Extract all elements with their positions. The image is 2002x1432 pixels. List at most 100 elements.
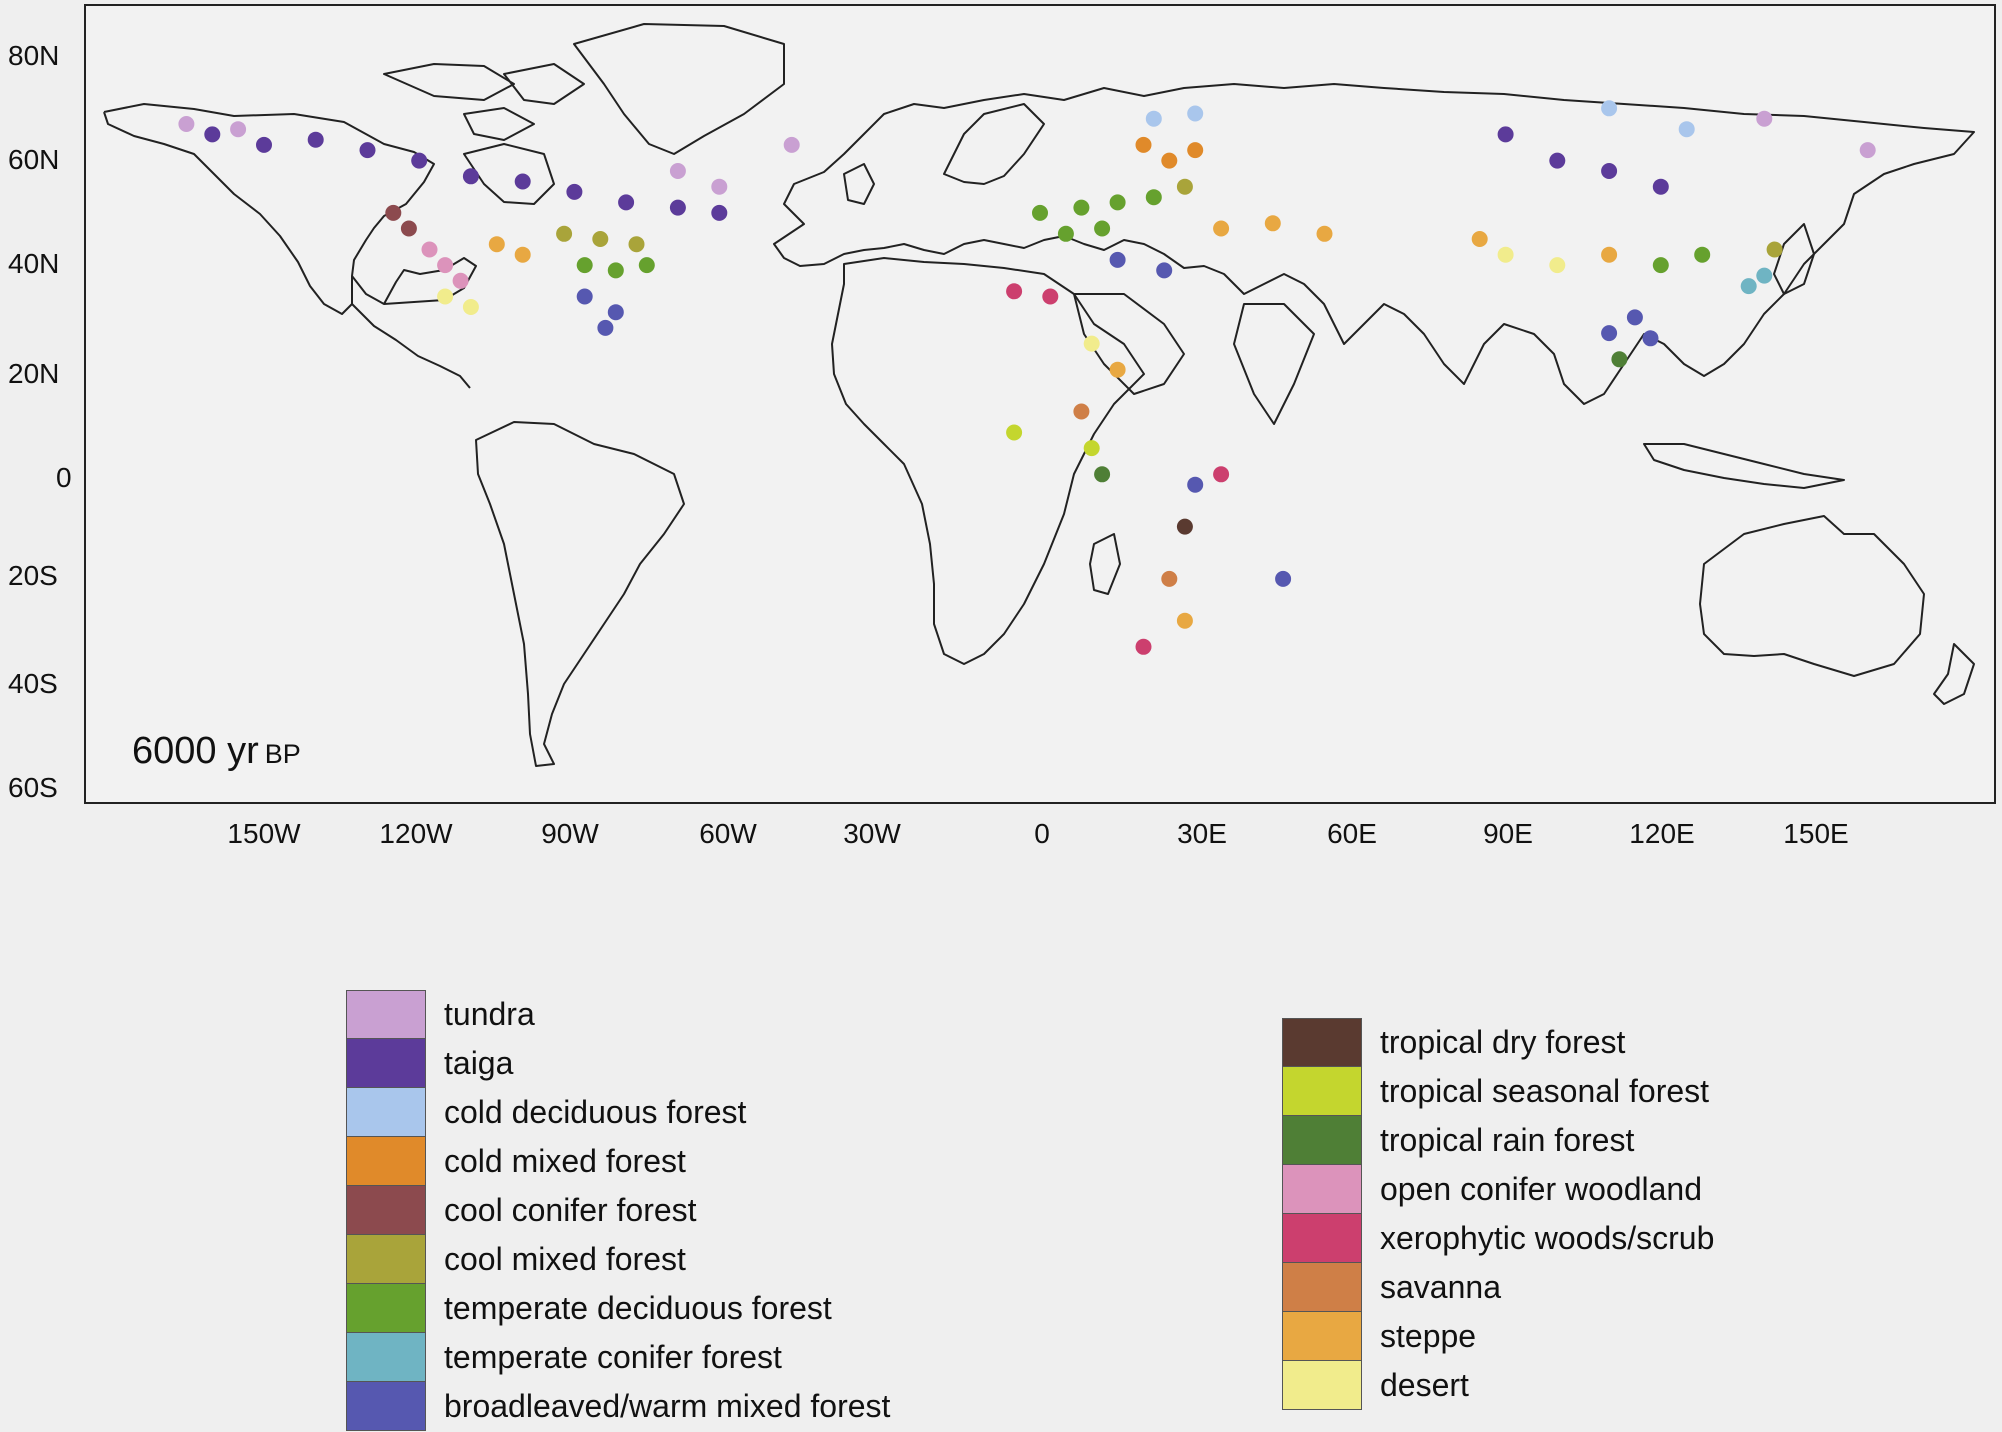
legend-label: tropical dry forest — [1380, 1024, 1626, 1060]
site-marker — [1652, 178, 1669, 195]
site-marker — [307, 131, 324, 148]
legend-label: broadleaved/warm mixed forest — [444, 1388, 891, 1424]
legend-item: xerophytic woods/scrub — [1282, 1214, 1714, 1263]
british-isles-outline — [843, 163, 875, 205]
lon-label-120e: 120E — [1629, 818, 1695, 849]
site-marker — [1678, 121, 1695, 138]
site-marker — [1213, 220, 1230, 237]
site-marker — [607, 304, 624, 321]
world-map — [103, 23, 1975, 767]
site-marker — [1275, 570, 1292, 587]
site-marker — [1471, 231, 1488, 247]
legend-item: cold mixed forest — [346, 1137, 890, 1186]
legend-label: tundra — [444, 996, 535, 1032]
legend-item: taiga — [346, 1039, 890, 1088]
legend-label: xerophytic woods/scrub — [1380, 1220, 1715, 1256]
site-marker — [1042, 288, 1059, 305]
site-marker — [1316, 225, 1333, 242]
site-marker — [1601, 325, 1618, 342]
lon-label-90e: 90E — [1483, 818, 1533, 849]
legend-left: tundra taiga cold deciduous forest cold mix… — [346, 990, 890, 1431]
site-marker — [1740, 278, 1757, 295]
lon-label-30w: 30W — [843, 818, 901, 849]
site-marker — [1611, 351, 1628, 368]
site-marker — [1145, 189, 1162, 206]
legend-item: cool mixed forest — [346, 1235, 890, 1284]
lat-label-60s: 60S — [8, 772, 58, 803]
site-marker — [1756, 267, 1773, 284]
site-marker — [1176, 612, 1193, 629]
legend-item: broadleaved/warm mixed forest — [346, 1382, 890, 1431]
site-marker — [1187, 476, 1204, 493]
legend-right: tropical dry forest tropical seasonal for… — [1282, 1018, 1714, 1410]
legend-swatch — [1282, 1312, 1362, 1361]
site-marker — [230, 121, 247, 138]
site-marker — [1642, 330, 1659, 347]
site-marker — [1109, 361, 1126, 378]
lat-label-80n: 80N — [8, 40, 60, 71]
site-marker — [1109, 251, 1126, 268]
north-america-outline — [103, 103, 477, 389]
site-marker — [638, 257, 655, 274]
new-zealand-outline — [1933, 643, 1975, 705]
site-marker — [1006, 424, 1023, 441]
site-marker — [385, 204, 402, 221]
site-marker — [1094, 220, 1111, 237]
site-marker — [1145, 110, 1162, 127]
site-marker — [556, 225, 573, 242]
site-marker — [1264, 215, 1281, 232]
site-marker — [1135, 638, 1152, 655]
legend-swatch — [346, 990, 426, 1039]
site-marker — [1187, 105, 1204, 122]
site-marker — [1694, 246, 1711, 263]
map-frame — [84, 4, 1996, 804]
site-marker — [514, 246, 531, 263]
lat-label-20n: 20N — [8, 358, 60, 389]
legend-swatch — [1282, 1361, 1362, 1410]
site-marker — [1652, 257, 1669, 274]
legend-label: steppe — [1380, 1318, 1477, 1354]
legend-item: open conifer woodland — [1282, 1165, 1714, 1214]
site-marker — [462, 299, 479, 315]
site-marker — [628, 236, 645, 253]
legend-swatch — [1282, 1067, 1362, 1116]
site-marker — [411, 152, 428, 169]
site-marker — [1006, 283, 1023, 300]
site-marker — [452, 272, 469, 289]
site-marker — [576, 257, 593, 274]
legend-swatch — [346, 1284, 426, 1333]
scandinavia-outline — [943, 103, 1045, 185]
lon-label-150w: 150W — [227, 818, 301, 849]
site-marker — [669, 163, 686, 179]
site-marker — [1549, 152, 1566, 169]
site-marker — [178, 116, 195, 132]
lat-label-40n: 40N — [8, 248, 60, 279]
site-marker — [437, 257, 454, 274]
legend-label: temperate conifer forest — [444, 1339, 782, 1375]
legend-swatch — [346, 1186, 426, 1235]
legend-item: cold deciduous forest — [346, 1088, 890, 1137]
site-marker — [1083, 335, 1100, 352]
south-america-outline — [475, 421, 685, 767]
site-marker — [256, 136, 272, 153]
site-marker — [1161, 570, 1178, 587]
site-marker — [711, 204, 728, 221]
site-marker — [566, 183, 583, 200]
legend-item: savanna — [1282, 1263, 1714, 1312]
legend-label: taiga — [444, 1045, 514, 1081]
lat-label-0: 0 — [56, 462, 72, 493]
site-marker — [1497, 246, 1514, 263]
legend-item: tropical seasonal forest — [1282, 1067, 1714, 1116]
site-marker — [1135, 136, 1152, 153]
legend-label: tropical rain forest — [1380, 1122, 1635, 1158]
site-marker — [514, 173, 531, 190]
legend-swatch — [346, 1039, 426, 1088]
lat-label-60n: 60N — [8, 144, 60, 175]
legend-item: tropical rain forest — [1282, 1116, 1714, 1165]
legend-swatch — [1282, 1165, 1362, 1214]
legend-swatch — [1282, 1263, 1362, 1312]
lat-label-20s: 20S — [8, 560, 58, 591]
period-label: 6000 yr BP — [132, 730, 301, 773]
legend-item: cool conifer forest — [346, 1186, 890, 1235]
